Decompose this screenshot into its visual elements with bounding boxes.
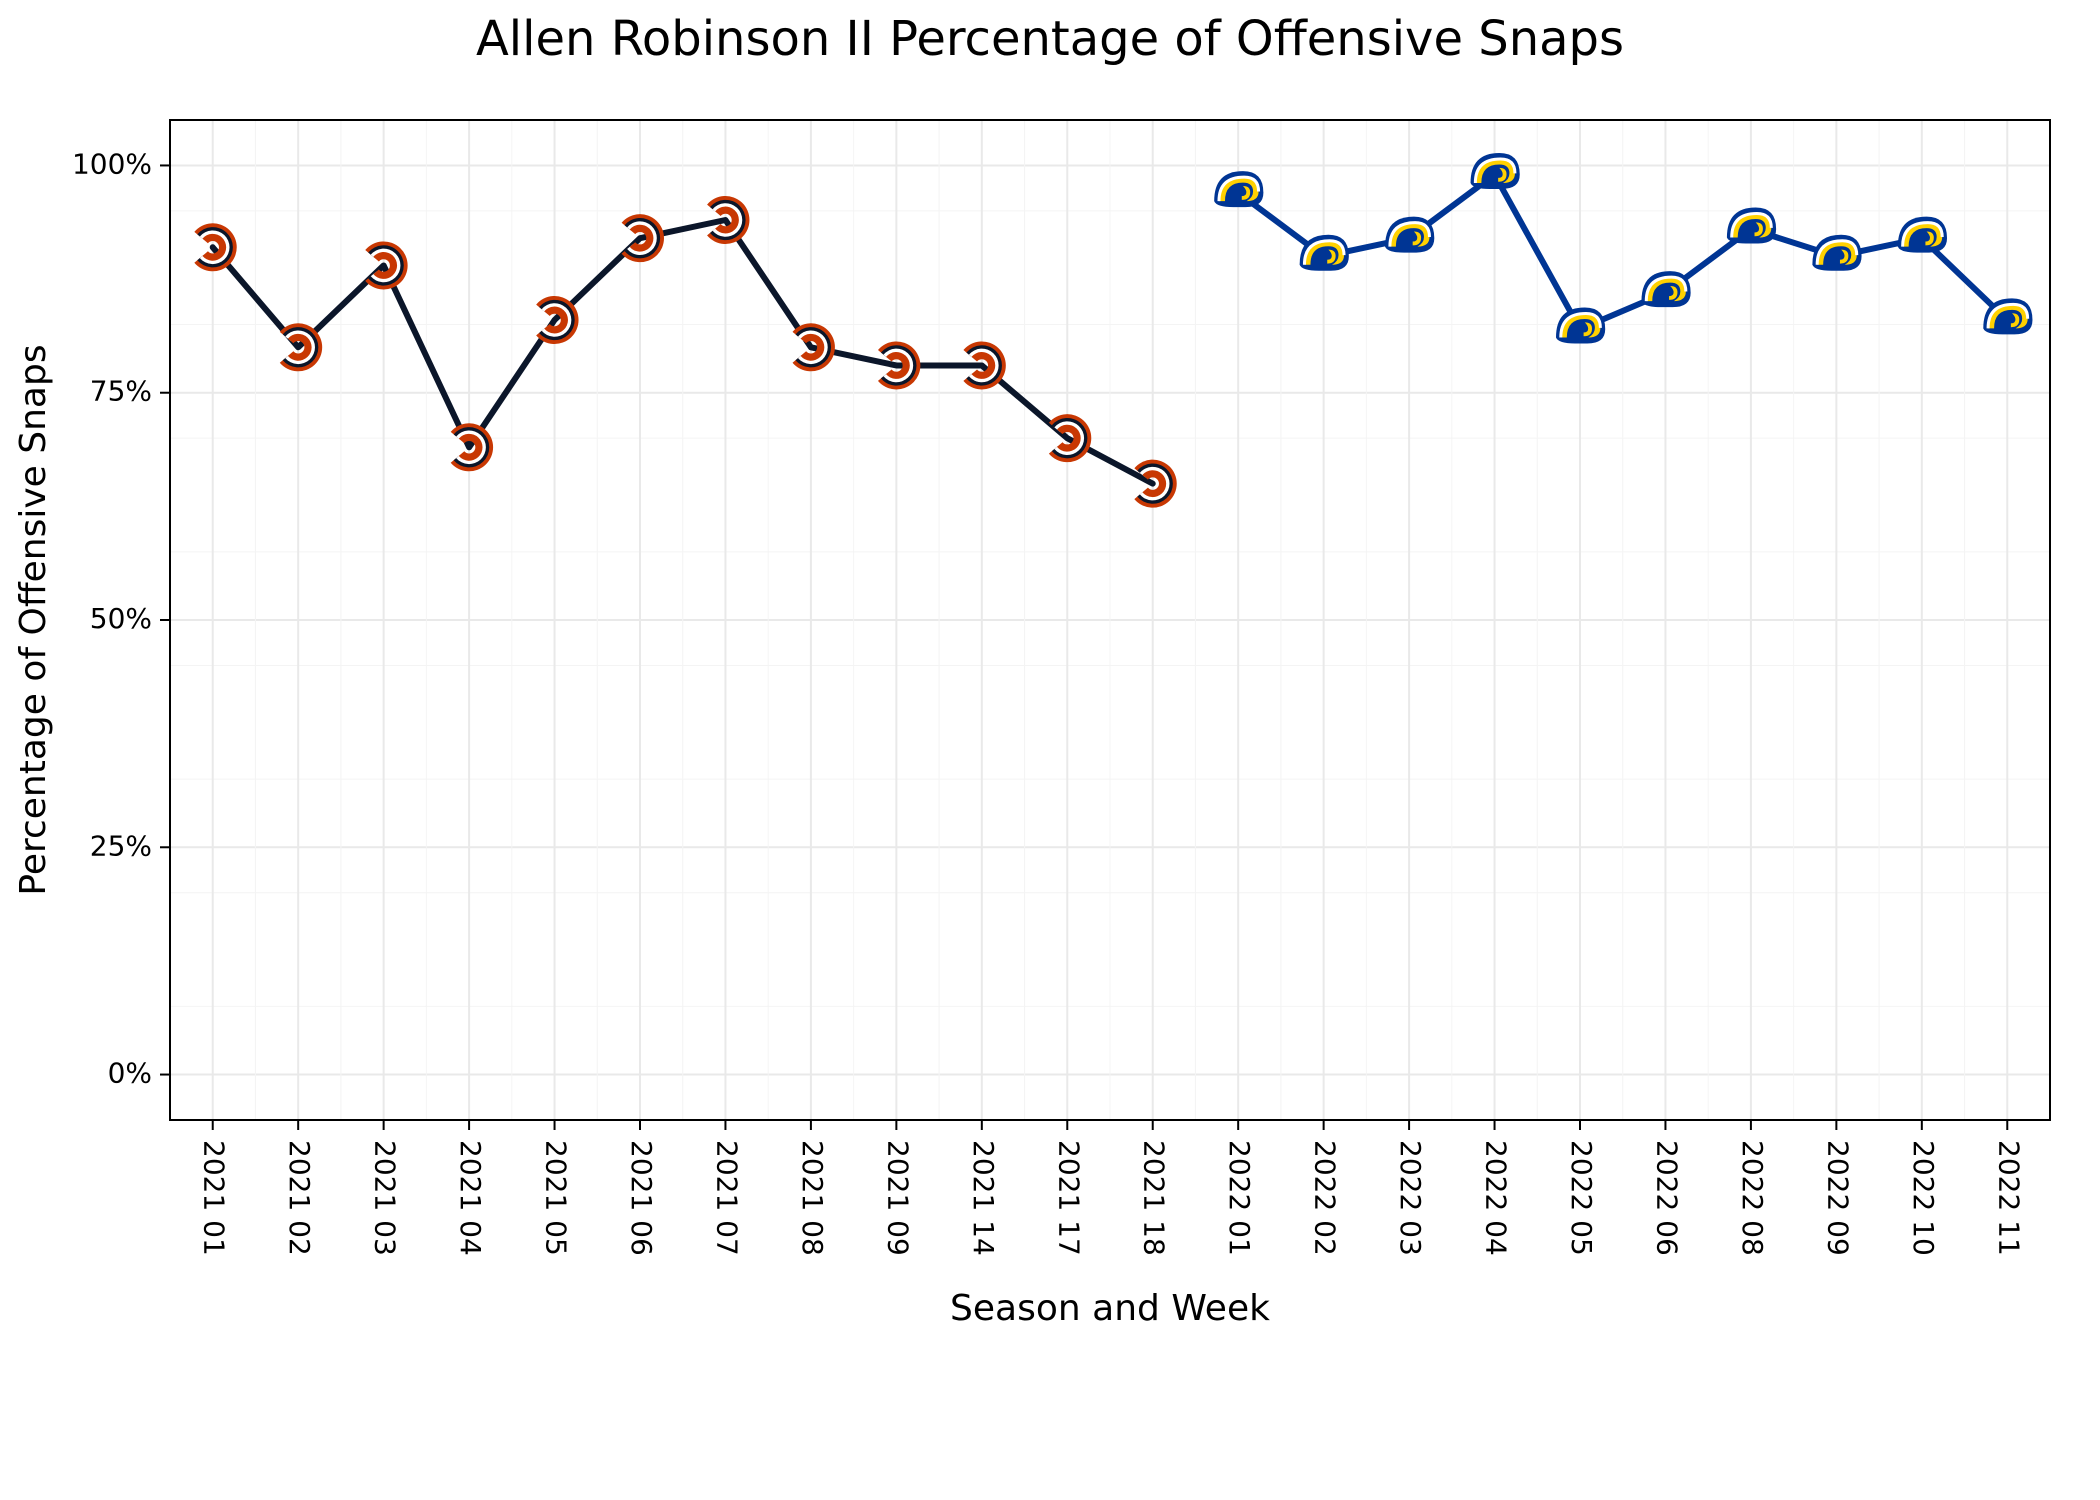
x-tick-label: 2022 05	[1565, 1140, 1598, 1256]
rams-logo	[1214, 171, 1263, 207]
x-tick-label: 2022 04	[1480, 1140, 1513, 1256]
rams-logo	[1898, 217, 1947, 253]
x-tick-label: 2021 06	[625, 1140, 658, 1256]
chart-svg: 0%25%50%75%100%2021 012021 022021 032021…	[0, 0, 2100, 1500]
rams-logo	[1471, 153, 1520, 189]
x-tick-label: 2021 07	[710, 1140, 743, 1256]
x-tick-label: 2021 18	[1138, 1140, 1171, 1256]
x-tick-label: 2021 17	[1052, 1140, 1085, 1256]
chart-title: Allen Robinson II Percentage of Offensiv…	[476, 11, 1624, 67]
rams-logo	[1727, 207, 1776, 243]
x-tick-label: 2022 08	[1736, 1140, 1769, 1256]
grid	[170, 120, 2050, 1120]
x-tick-label: 2021 08	[796, 1140, 829, 1256]
x-tick-label: 2022 06	[1650, 1140, 1683, 1256]
x-tick-label: 2021 03	[369, 1140, 402, 1256]
x-tick-label: 2022 10	[1907, 1140, 1940, 1256]
y-tick-label: 25%	[90, 829, 152, 862]
y-axis-title: Percentage of Offensive Snaps	[13, 344, 54, 895]
rams-logo	[1300, 235, 1349, 271]
y-tick-label: 0%	[108, 1057, 152, 1090]
chart-container: 0%25%50%75%100%2021 012021 022021 032021…	[0, 0, 2100, 1500]
x-axis-title: Season and Week	[950, 1288, 1270, 1329]
x-tick-label: 2022 02	[1309, 1140, 1342, 1256]
x-tick-label: 2022 11	[1992, 1140, 2025, 1256]
rams-logo	[1641, 271, 1690, 307]
x-tick-label: 2021 14	[967, 1140, 1000, 1256]
x-tick-label: 2021 02	[283, 1140, 316, 1256]
rams-logo	[1385, 217, 1434, 253]
y-tick-label: 50%	[90, 602, 152, 635]
x-tick-label: 2021 04	[454, 1140, 487, 1256]
y-axis: 0% 25% 50% 75% 100%	[72, 147, 170, 1089]
x-tick-label: 2021 05	[540, 1140, 573, 1256]
x-tick-label: 2022 09	[1821, 1140, 1854, 1256]
rams-logo	[1556, 307, 1605, 343]
x-tick-label: 2021 09	[881, 1140, 914, 1256]
rams-logo	[1812, 235, 1861, 271]
x-tick-label: 2022 03	[1394, 1140, 1427, 1256]
x-axis: 2021 01 2021 02 2021 03 2021 04 2021 05 2021 …	[198, 1120, 2026, 1256]
x-tick-label: 2022 01	[1223, 1140, 1256, 1256]
x-tick-label: 2021 01	[198, 1140, 231, 1256]
y-tick-label: 100%	[72, 147, 152, 180]
y-tick-label: 75%	[90, 375, 152, 408]
